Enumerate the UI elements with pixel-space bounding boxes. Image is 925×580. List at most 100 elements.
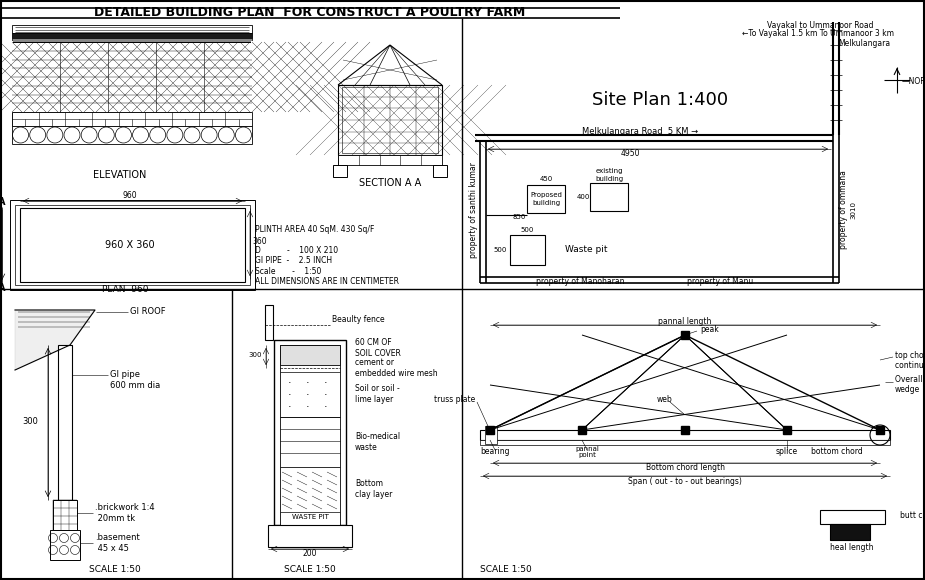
Polygon shape <box>15 310 95 370</box>
Text: Beaulty fence: Beaulty fence <box>332 316 385 324</box>
Text: continuous lateral brace: continuous lateral brace <box>895 361 925 369</box>
Bar <box>280 467 340 512</box>
Text: Bottom chord length: Bottom chord length <box>646 463 724 473</box>
Bar <box>783 426 791 434</box>
Text: Proposed
building: Proposed building <box>530 193 562 205</box>
Bar <box>480 440 890 445</box>
Bar <box>10 200 255 290</box>
Bar <box>15 205 250 285</box>
Text: GI ROOF: GI ROOF <box>130 307 166 317</box>
Text: Vayakal to Ummanoor Road: Vayakal to Ummanoor Road <box>767 20 873 30</box>
Bar <box>251 41 253 113</box>
Bar <box>12 33 252 38</box>
Bar <box>590 183 628 211</box>
Text: splice: splice <box>776 448 798 456</box>
Text: —NORTH: —NORTH <box>902 78 925 86</box>
Text: Melkulangara: Melkulangara <box>838 39 890 49</box>
Text: SECTION A A: SECTION A A <box>359 178 421 188</box>
Text: 850: 850 <box>512 214 525 220</box>
Bar <box>527 185 565 213</box>
Text: .: . <box>324 399 327 409</box>
Text: .: . <box>289 399 291 409</box>
Bar <box>876 426 884 434</box>
Text: 450: 450 <box>539 176 552 182</box>
Text: butt cut: butt cut <box>900 512 925 520</box>
Text: 500: 500 <box>520 227 534 233</box>
Text: .basement
 45 x 45: .basement 45 x 45 <box>95 533 140 553</box>
Bar <box>12 126 252 144</box>
Text: SCALE 1:50: SCALE 1:50 <box>89 566 141 575</box>
Text: 960 X 360: 960 X 360 <box>105 240 154 250</box>
Bar <box>265 305 273 340</box>
Text: bottom chord: bottom chord <box>811 448 863 456</box>
Text: 300: 300 <box>249 352 262 358</box>
Text: Soil or soil -
lime layer: Soil or soil - lime layer <box>355 385 400 404</box>
Text: web: web <box>657 396 672 404</box>
Text: PLAN  960: PLAN 960 <box>102 285 148 295</box>
Text: truss plate: truss plate <box>434 396 475 404</box>
Text: .: . <box>324 375 327 385</box>
Bar <box>58 345 72 500</box>
Bar <box>280 345 340 365</box>
Text: peak: peak <box>700 324 719 334</box>
Text: ELEVATION: ELEVATION <box>93 170 147 180</box>
Text: bearing: bearing <box>480 448 510 456</box>
Bar <box>20 208 245 282</box>
Text: pannal length: pannal length <box>659 317 711 327</box>
Bar <box>681 331 689 339</box>
Bar <box>274 340 346 525</box>
Text: property of santhi kumar: property of santhi kumar <box>470 162 478 258</box>
Text: property of Manoharan: property of Manoharan <box>536 277 624 287</box>
Text: cement or
embedded wire mesh: cement or embedded wire mesh <box>355 358 438 378</box>
Bar <box>12 42 252 112</box>
Bar <box>681 426 689 434</box>
Text: top chord: top chord <box>895 350 925 360</box>
Bar <box>53 500 77 530</box>
Text: 3010: 3010 <box>850 201 856 219</box>
Bar <box>50 530 80 560</box>
Text: Span ( out - to - out bearings): Span ( out - to - out bearings) <box>628 477 742 485</box>
Bar <box>11 41 13 113</box>
Text: DETAILED BUILDING PLAN  FOR CONSTRUCT A POULTRY FARM: DETAILED BUILDING PLAN FOR CONSTRUCT A P… <box>94 6 525 20</box>
Text: .brickwork 1:4
 20mm tk: .brickwork 1:4 20mm tk <box>95 503 154 523</box>
Text: 300: 300 <box>22 418 38 426</box>
Bar <box>12 38 252 42</box>
Text: ←To Vayakal 1.5 km To Ummanoor 3 km: ←To Vayakal 1.5 km To Ummanoor 3 km <box>742 30 894 38</box>
Text: Melkulangara Road  5 KM →: Melkulangara Road 5 KM → <box>582 126 698 136</box>
Bar <box>280 345 340 525</box>
Text: SCALE 1:50: SCALE 1:50 <box>284 566 336 575</box>
Text: heal length: heal length <box>831 543 874 553</box>
Bar <box>510 235 545 265</box>
Text: .: . <box>306 375 310 385</box>
Text: .: . <box>306 387 310 397</box>
Text: 400: 400 <box>576 194 590 200</box>
Text: pannal
point: pannal point <box>575 445 599 459</box>
Text: GI pipe
600 mm dia: GI pipe 600 mm dia <box>110 370 160 390</box>
Text: 200: 200 <box>302 549 317 557</box>
Bar <box>338 155 442 165</box>
Bar <box>342 87 438 153</box>
Bar <box>486 426 494 434</box>
Text: SCALE 1:50: SCALE 1:50 <box>480 566 532 575</box>
Bar <box>12 25 252 33</box>
Bar <box>830 524 870 540</box>
Bar <box>433 165 447 177</box>
Bar <box>12 112 252 126</box>
Bar <box>268 525 352 547</box>
Bar <box>485 426 497 444</box>
Text: Overall height: Overall height <box>895 375 925 385</box>
Bar <box>333 165 347 177</box>
Text: 360: 360 <box>253 237 267 246</box>
Text: A: A <box>0 197 6 207</box>
Text: Bio-medical
waste: Bio-medical waste <box>355 432 401 452</box>
Text: 500: 500 <box>493 247 507 253</box>
Bar <box>820 510 885 524</box>
Text: A: A <box>0 283 6 293</box>
Text: .: . <box>289 375 291 385</box>
Bar <box>280 372 340 417</box>
Bar <box>280 417 340 467</box>
Bar <box>480 430 890 440</box>
Text: property of ommana: property of ommana <box>838 171 847 249</box>
Text: WASTE PIT: WASTE PIT <box>291 514 328 520</box>
Bar <box>338 85 442 155</box>
